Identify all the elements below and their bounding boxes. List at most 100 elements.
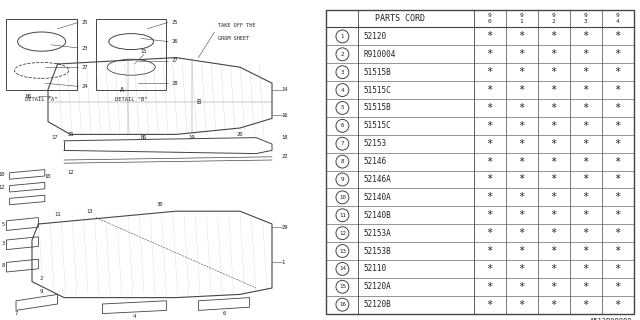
Text: 51515C: 51515C — [364, 121, 391, 130]
Text: *: * — [614, 85, 621, 95]
Text: *: * — [582, 31, 589, 41]
Text: 5: 5 — [2, 221, 5, 227]
Text: 14: 14 — [339, 266, 346, 271]
Text: *: * — [614, 139, 621, 149]
Text: *: * — [518, 139, 525, 149]
Text: 6: 6 — [340, 123, 344, 128]
Text: NS: NS — [141, 135, 147, 140]
Text: 52120A: 52120A — [364, 282, 391, 291]
Text: 15: 15 — [141, 49, 147, 54]
Text: 21: 21 — [67, 132, 74, 137]
Text: *: * — [582, 246, 589, 256]
Text: *: * — [550, 282, 557, 292]
Text: 27: 27 — [172, 58, 178, 63]
Text: 9
2: 9 2 — [552, 13, 556, 24]
Text: 29: 29 — [282, 225, 288, 230]
Text: 52146A: 52146A — [364, 175, 391, 184]
Text: 4: 4 — [340, 88, 344, 92]
Text: 6: 6 — [222, 311, 226, 316]
Text: *: * — [518, 85, 525, 95]
Text: 7: 7 — [14, 311, 18, 316]
Text: *: * — [486, 228, 493, 238]
Text: *: * — [550, 156, 557, 167]
Text: 12: 12 — [67, 170, 74, 175]
Text: *: * — [518, 121, 525, 131]
Text: 1: 1 — [340, 34, 344, 39]
Text: R910004: R910004 — [364, 50, 396, 59]
Text: *: * — [614, 246, 621, 256]
Text: 13: 13 — [339, 249, 346, 253]
Text: *: * — [518, 210, 525, 220]
Text: *: * — [550, 300, 557, 310]
Text: *: * — [486, 264, 493, 274]
Text: *: * — [550, 246, 557, 256]
Bar — [6, 19, 77, 90]
Text: 51515B: 51515B — [364, 103, 391, 112]
Text: *: * — [614, 67, 621, 77]
Text: *: * — [582, 121, 589, 131]
Text: *: * — [582, 264, 589, 274]
Text: *: * — [518, 67, 525, 77]
Text: *: * — [582, 174, 589, 185]
Text: *: * — [486, 282, 493, 292]
Text: *: * — [614, 31, 621, 41]
Text: 52153: 52153 — [364, 139, 387, 148]
Text: *: * — [518, 282, 525, 292]
Bar — [96, 19, 166, 90]
Text: 27: 27 — [82, 65, 88, 70]
Text: 25: 25 — [172, 20, 178, 25]
Text: 11: 11 — [339, 213, 346, 218]
Text: NS: NS — [26, 93, 32, 99]
Text: *: * — [486, 139, 493, 149]
Text: 8: 8 — [2, 263, 5, 268]
Text: 12: 12 — [0, 185, 5, 190]
Text: 52153B: 52153B — [364, 246, 391, 255]
Text: 11: 11 — [54, 212, 61, 217]
Text: GROM SHEET: GROM SHEET — [218, 36, 249, 41]
Text: *: * — [518, 300, 525, 310]
Text: *: * — [614, 103, 621, 113]
Text: 26: 26 — [172, 39, 178, 44]
Text: A: A — [120, 87, 124, 92]
Text: 2: 2 — [340, 52, 344, 57]
Text: 9
4: 9 4 — [616, 13, 620, 24]
Text: *: * — [518, 246, 525, 256]
Text: *: * — [582, 210, 589, 220]
Text: 9: 9 — [40, 289, 44, 294]
Text: *: * — [550, 264, 557, 274]
Text: *: * — [550, 121, 557, 131]
Text: 7: 7 — [340, 141, 344, 146]
Text: 1: 1 — [282, 260, 285, 265]
Text: 23: 23 — [82, 45, 88, 51]
Text: *: * — [550, 228, 557, 238]
Text: 51515C: 51515C — [364, 85, 391, 95]
Text: 25: 25 — [82, 20, 88, 25]
Text: *: * — [486, 210, 493, 220]
Text: 3: 3 — [2, 241, 5, 246]
Text: 10: 10 — [45, 173, 51, 179]
Text: 52120B: 52120B — [364, 300, 391, 309]
Text: *: * — [550, 210, 557, 220]
Text: *: * — [486, 121, 493, 131]
Text: 10: 10 — [339, 195, 346, 200]
Text: *: * — [518, 228, 525, 238]
Text: *: * — [518, 192, 525, 202]
Text: *: * — [486, 156, 493, 167]
Text: *: * — [582, 103, 589, 113]
Text: 24: 24 — [82, 84, 88, 89]
Text: PARTS CORD: PARTS CORD — [375, 14, 425, 23]
Text: 9
0: 9 0 — [488, 13, 492, 24]
Text: *: * — [518, 103, 525, 113]
Text: *: * — [582, 300, 589, 310]
Text: 51515B: 51515B — [364, 68, 391, 77]
Text: 13: 13 — [86, 209, 93, 214]
Text: *: * — [614, 49, 621, 59]
Text: 28: 28 — [172, 81, 178, 86]
Text: *: * — [486, 49, 493, 59]
Text: *: * — [582, 49, 589, 59]
Text: 8: 8 — [340, 159, 344, 164]
Text: *: * — [550, 31, 557, 41]
Text: 12: 12 — [339, 231, 346, 236]
Text: 9: 9 — [340, 177, 344, 182]
Text: 20: 20 — [237, 132, 243, 137]
